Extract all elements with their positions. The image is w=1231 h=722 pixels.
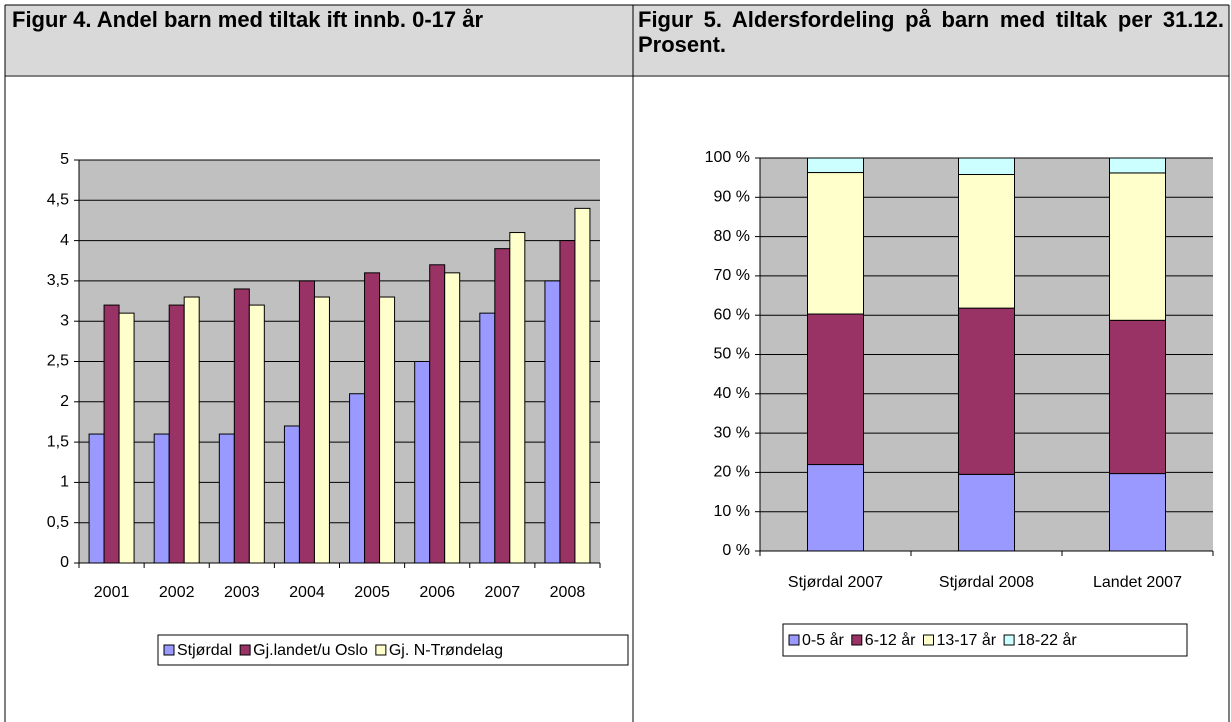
x-tick-label: 2006 [419,584,455,601]
legend-swatch [788,634,800,646]
bar [283,425,300,564]
bar [153,433,170,564]
header-cell: Figur 4. Andel barn med tiltak ift innb.… [12,7,484,32]
bar [248,304,265,564]
bar [168,304,185,564]
x-tick-label: 2004 [289,584,325,601]
bar [414,361,431,564]
y-tick-label: 5 [60,151,69,168]
legend-label: 0-5 år [802,631,844,649]
bar [349,393,366,564]
y-tick-label: 4,5 [47,192,69,209]
bar [444,272,461,564]
legend-label: Gj.landet/u Oslo [253,642,368,659]
figure-title: Figur 5. Aldersfordeling på barn med til… [638,7,1224,57]
y-tick-label: 100 % [705,149,750,166]
y-tick-label: 50 % [714,346,750,363]
bar [574,207,591,564]
bar-segment [807,464,864,552]
bar [494,248,511,564]
y-tick-label: 20 % [714,464,750,481]
header-row [5,5,1229,75]
legend-label: Stjørdal [177,642,232,659]
legend-label: 13-17 år [937,631,997,649]
header-cell: Figur 5. Aldersfordeling på barn med til… [638,7,1224,57]
bar [218,433,235,564]
y-tick-label: 3,5 [47,272,69,289]
y-tick-label: 1 [60,474,69,491]
y-tick-label: 0 % [722,542,750,559]
bar [183,296,200,564]
bar-segment [958,473,1015,552]
y-tick-label: 1,5 [47,433,69,450]
figure-title: Figur 4. Andel barn med tiltak ift innb.… [12,7,484,32]
bar-segment [807,157,864,174]
bar-segment [1109,172,1166,321]
bar-segment [807,172,864,315]
bar-segment [958,157,1015,176]
y-tick-label: 10 % [714,503,750,520]
bar [298,280,315,564]
bar [103,304,120,564]
x-tick-label: 2003 [224,584,260,601]
y-tick-label: 60 % [714,306,750,323]
y-tick-label: 40 % [714,385,750,402]
legend-swatch [239,644,251,656]
x-tick-label: 2005 [354,584,390,601]
y-tick-label: 70 % [714,267,750,284]
legend-swatch [851,634,863,646]
x-tick-label: 2008 [550,584,586,601]
bar [379,296,396,564]
bar-segment [958,174,1015,309]
y-tick-label: 2,5 [47,353,69,370]
legend-label: 18-22 år [1017,631,1077,649]
x-tick-label: Landet 2007 [1093,574,1182,591]
bar-segment [1109,473,1166,552]
bar [313,296,330,564]
legend-swatch [1003,634,1015,646]
legend-swatch [163,644,175,656]
legend-swatch [375,644,387,656]
x-tick-label: 2002 [159,584,195,601]
y-tick-label: 0 [60,554,69,571]
legend-box [782,623,1188,657]
x-tick-label: Stjørdal 2007 [788,574,883,591]
legend-swatch [923,634,934,646]
y-tick-label: 80 % [714,228,750,245]
bar [479,312,496,564]
bar-segment [1109,157,1166,174]
legend-label: Gj. N-Trøndelag [389,642,503,659]
y-tick-label: 90 % [714,189,750,206]
legend-box [157,634,629,666]
bar [88,433,105,564]
bar [233,288,250,564]
y-tick-label: 4 [60,232,69,249]
bar [544,280,561,564]
bar [118,312,135,564]
bar [559,240,576,564]
legend-label: 6-12 år [865,631,916,649]
bar-segment [958,307,1015,475]
bar [509,232,526,564]
x-tick-label: 2001 [94,584,130,601]
x-tick-label: 2007 [485,584,521,601]
bar [429,264,446,564]
y-tick-label: 30 % [714,424,750,441]
bar-segment [1109,319,1166,475]
y-tick-label: 2 [60,393,69,410]
bar-segment [807,313,864,466]
y-tick-label: 3 [60,312,69,329]
y-tick-label: 0,5 [47,514,69,531]
x-tick-label: Stjørdal 2008 [939,574,1034,591]
bar [364,272,381,564]
